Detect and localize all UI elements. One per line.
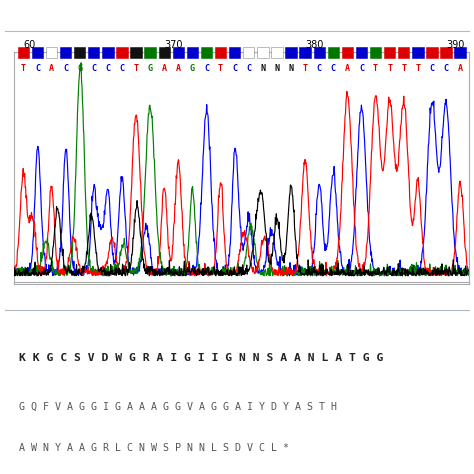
- Bar: [412, 47, 424, 58]
- Text: T: T: [373, 64, 378, 73]
- Text: N: N: [274, 64, 280, 73]
- Bar: [145, 47, 156, 58]
- Text: T: T: [303, 64, 308, 73]
- Bar: [60, 47, 71, 58]
- Bar: [187, 47, 198, 58]
- Text: N: N: [260, 64, 265, 73]
- Text: N: N: [289, 64, 293, 73]
- Text: C: C: [232, 64, 237, 73]
- Text: C: C: [105, 64, 110, 73]
- Bar: [257, 47, 269, 58]
- Text: T: T: [21, 64, 26, 73]
- Bar: [356, 47, 367, 58]
- Text: 60: 60: [23, 40, 36, 50]
- Text: G Q F V A G G I G A A A G G V A G G A I Y D Y A S T H: G Q F V A G G I G A A A G G V A G G A I …: [18, 401, 337, 411]
- Bar: [215, 47, 226, 58]
- Bar: [173, 47, 184, 58]
- Bar: [201, 47, 212, 58]
- Text: C: C: [317, 64, 322, 73]
- Bar: [370, 47, 381, 58]
- Text: T: T: [387, 64, 392, 73]
- Bar: [398, 47, 410, 58]
- Text: C: C: [91, 64, 96, 73]
- Text: C: C: [331, 64, 336, 73]
- Bar: [130, 47, 142, 58]
- Text: G: G: [190, 64, 195, 73]
- Bar: [300, 47, 311, 58]
- Text: A: A: [49, 64, 54, 73]
- Bar: [271, 47, 283, 58]
- Bar: [88, 47, 100, 58]
- Text: A: A: [345, 64, 350, 73]
- Bar: [74, 47, 85, 58]
- Bar: [158, 47, 170, 58]
- Text: T: T: [218, 64, 223, 73]
- Text: A W N Y A A G R L C N W S P N N L S D V C L *: A W N Y A A G R L C N W S P N N L S D V …: [18, 443, 289, 453]
- Text: K K G C S V D W G R A I G I I G N N S A A N L A T G G: K K G C S V D W G R A I G I I G N N S A …: [18, 353, 383, 363]
- Text: T: T: [415, 64, 420, 73]
- Text: T: T: [134, 64, 138, 73]
- Bar: [384, 47, 395, 58]
- Text: C: C: [63, 64, 68, 73]
- Bar: [243, 47, 255, 58]
- Bar: [18, 47, 29, 58]
- Text: 380: 380: [305, 40, 324, 50]
- Bar: [455, 47, 466, 58]
- Bar: [229, 47, 240, 58]
- Bar: [285, 47, 297, 58]
- Text: C: C: [246, 64, 251, 73]
- Text: 390: 390: [446, 40, 465, 50]
- Text: A: A: [162, 64, 167, 73]
- Bar: [46, 47, 57, 58]
- Text: T: T: [401, 64, 406, 73]
- Bar: [116, 47, 128, 58]
- Text: C: C: [429, 64, 435, 73]
- Bar: [342, 47, 353, 58]
- Text: G: G: [77, 64, 82, 73]
- Text: A: A: [458, 64, 463, 73]
- Bar: [314, 47, 325, 58]
- Text: 370: 370: [164, 40, 183, 50]
- Text: G: G: [147, 64, 153, 73]
- Text: C: C: [204, 64, 209, 73]
- Bar: [102, 47, 114, 58]
- Text: C: C: [359, 64, 364, 73]
- Text: C: C: [35, 64, 40, 73]
- Text: C: C: [444, 64, 448, 73]
- Bar: [328, 47, 339, 58]
- Bar: [440, 47, 452, 58]
- Text: A: A: [176, 64, 181, 73]
- Text: C: C: [119, 64, 125, 73]
- Bar: [32, 47, 43, 58]
- Bar: [426, 47, 438, 58]
